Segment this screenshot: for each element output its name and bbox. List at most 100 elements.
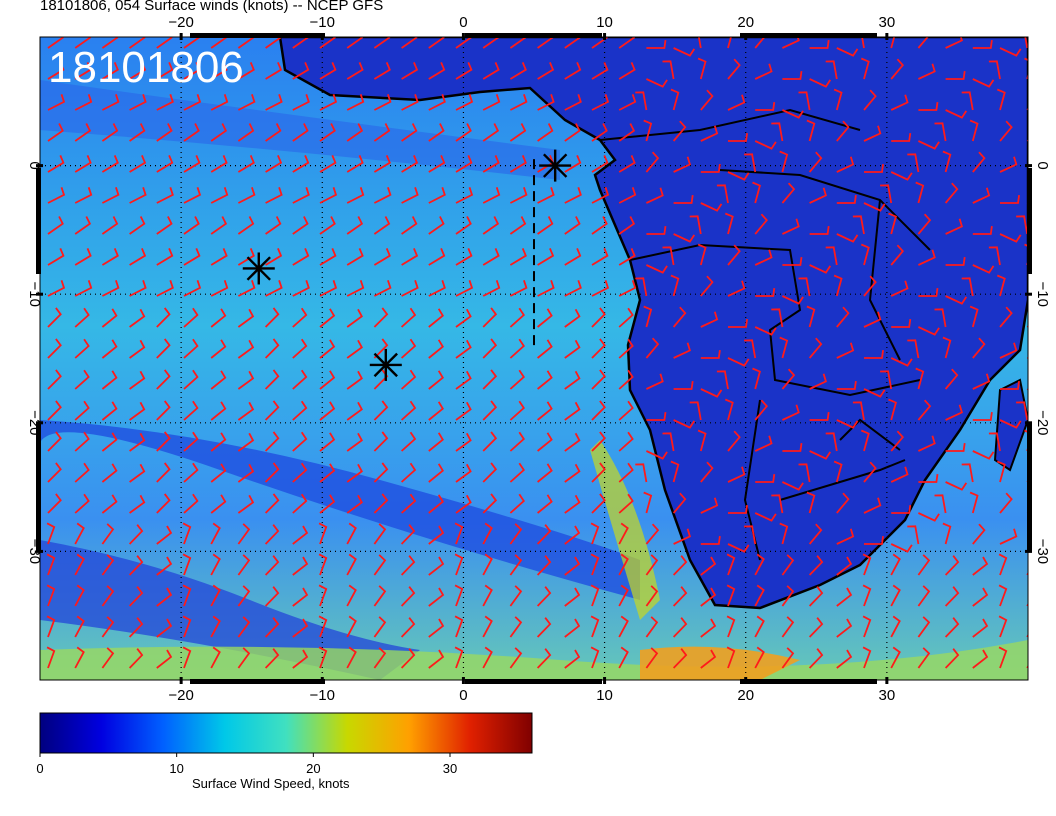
wind-barb xyxy=(101,216,119,235)
wind-barb xyxy=(292,62,310,80)
wind-barb xyxy=(319,248,337,266)
wind-barb xyxy=(918,140,940,150)
wind-barb xyxy=(781,182,796,204)
wind-barb xyxy=(635,463,648,483)
wind-barb xyxy=(156,369,171,390)
wind-barb xyxy=(346,339,363,359)
wind-barb xyxy=(700,461,714,483)
wind-barb xyxy=(237,401,255,421)
wind-barb xyxy=(1026,139,1028,142)
wind-barb xyxy=(782,481,804,491)
wind-barb xyxy=(46,584,56,607)
wind-barb xyxy=(645,585,659,607)
wind-barb xyxy=(590,584,600,607)
lat-lon-grid xyxy=(40,37,1028,680)
wind-barb xyxy=(156,587,173,607)
wind-barb xyxy=(264,338,280,359)
wind-barb xyxy=(537,432,553,452)
wind-barb xyxy=(999,47,1022,57)
wind-barb xyxy=(509,369,525,390)
wind-barb xyxy=(643,491,653,514)
wind-barb xyxy=(482,462,498,483)
wind-barb xyxy=(400,524,416,545)
wind-barb xyxy=(210,123,228,142)
wind-barb xyxy=(591,248,609,266)
wind-barb xyxy=(47,94,66,111)
wind-barb xyxy=(536,555,552,576)
wind-barb xyxy=(237,370,255,390)
wind-barb xyxy=(700,349,721,359)
wind-barb xyxy=(182,522,192,545)
wind-barb xyxy=(852,401,865,421)
wind-barb xyxy=(319,401,336,421)
wind-barb xyxy=(836,156,855,173)
wind-barb xyxy=(944,182,959,204)
wind-barb xyxy=(455,94,474,111)
wind-barb xyxy=(47,248,65,266)
wind-barb xyxy=(373,400,389,421)
wind-barb xyxy=(944,617,960,638)
wind-barb xyxy=(728,504,748,514)
wind-barb xyxy=(618,553,629,576)
wind-barb xyxy=(591,37,608,49)
wind-barb xyxy=(373,523,387,545)
wind-barb xyxy=(400,462,417,483)
wind-barb xyxy=(455,216,472,235)
wind-barb xyxy=(74,522,85,545)
wind-barb xyxy=(156,525,173,545)
wind-barb xyxy=(915,367,925,390)
wind-barb xyxy=(482,522,493,545)
wind-barb xyxy=(727,543,750,553)
wind-barb xyxy=(942,336,952,359)
wind-barb xyxy=(400,400,417,421)
wind-barb xyxy=(536,524,552,545)
wind-barb xyxy=(782,256,803,266)
wind-barb xyxy=(183,338,199,359)
wind-barb xyxy=(564,339,581,359)
wind-barb xyxy=(183,123,200,142)
wind-barb xyxy=(292,525,309,545)
wind-barb xyxy=(998,646,1008,669)
wind-barb xyxy=(47,400,62,421)
lat-label-left: 0 xyxy=(26,161,43,169)
wind-barb xyxy=(972,225,993,235)
wind-barb xyxy=(727,58,741,80)
wind-barb xyxy=(808,337,823,359)
wind-barb xyxy=(727,357,750,367)
wind-barb xyxy=(863,311,882,328)
wind-barb xyxy=(961,91,974,111)
fast-band xyxy=(640,646,800,680)
wind-barb xyxy=(346,522,357,545)
wind-barb xyxy=(781,585,795,607)
wind-barb xyxy=(618,369,634,390)
wind-barb xyxy=(662,60,675,80)
wind-barb xyxy=(1024,37,1028,49)
wind-barb xyxy=(401,155,419,173)
wind-barb xyxy=(509,585,523,607)
wind-barb xyxy=(836,306,850,328)
wind-barb xyxy=(292,587,309,607)
wind-barb xyxy=(635,277,648,297)
wind-barb xyxy=(400,586,416,607)
wind-barb xyxy=(264,493,280,514)
wind-barb xyxy=(129,463,146,483)
wind-barb xyxy=(727,430,741,452)
wind-barb xyxy=(999,419,1022,429)
wind-barb xyxy=(564,463,581,483)
wind-barb xyxy=(101,37,119,49)
wind-barb xyxy=(754,326,777,336)
wind-barb xyxy=(74,400,90,421)
wind-barb xyxy=(618,216,636,235)
wind-barb xyxy=(700,535,721,545)
wind-barb xyxy=(591,280,610,297)
wind-barb xyxy=(373,307,389,328)
wind-barb xyxy=(754,553,765,576)
wind-barb xyxy=(346,494,363,514)
wind-barb xyxy=(400,369,417,390)
wind-barb xyxy=(945,256,966,266)
lat-label-left: −20 xyxy=(26,410,43,435)
wind-barb xyxy=(537,94,555,111)
wind-barb xyxy=(210,553,221,576)
wind-barb xyxy=(509,248,527,266)
wind-barb xyxy=(318,615,328,638)
